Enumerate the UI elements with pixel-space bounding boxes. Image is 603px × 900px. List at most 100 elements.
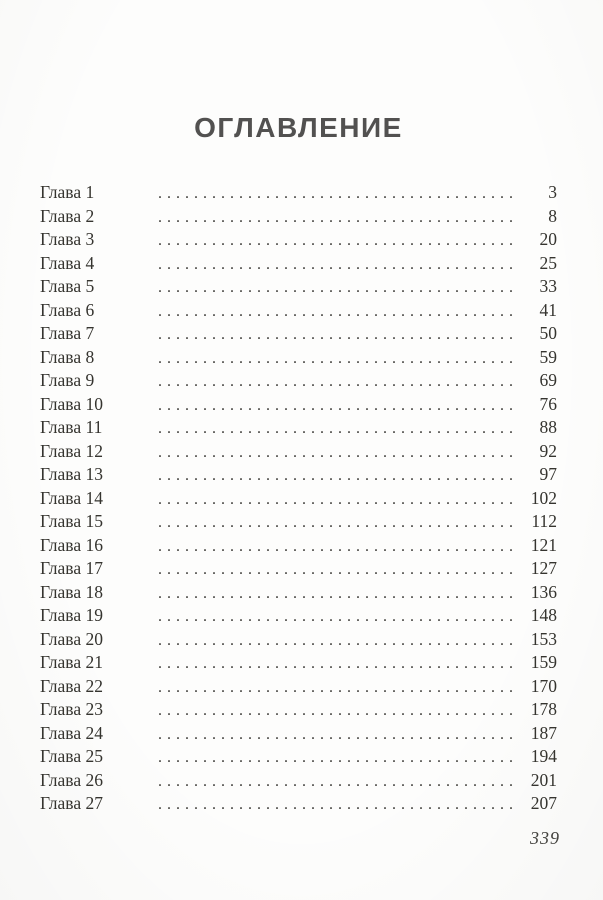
toc-entry-page: 194 (530, 746, 557, 766)
toc-entry-page: 50 (539, 323, 558, 343)
toc-entry: Глава 19 ...............................… (40, 604, 557, 628)
toc-entry-label: Глава 5 (40, 276, 95, 296)
toc-entry-page: 127 (530, 558, 557, 578)
toc-entry: Глава 5 ................................… (40, 275, 557, 299)
toc-entry-page: 159 (530, 652, 557, 672)
toc-entry: Глава 21 ...............................… (40, 651, 557, 675)
dot-leader: ........................................… (158, 232, 517, 249)
dot-leader: ........................................… (158, 561, 517, 578)
dot-leader: ........................................… (158, 584, 517, 602)
toc-entry: Глава 8 ................................… (40, 346, 557, 370)
toc-entry: Глава 7 ................................… (40, 322, 557, 346)
toc-entry-page: 170 (530, 675, 557, 696)
toc-entry-label: Глава 20 (40, 628, 103, 649)
dot-leader: ........................................… (158, 396, 517, 414)
folio-page-number: 339 (530, 828, 560, 848)
dot-leader: ........................................… (158, 749, 517, 766)
toc-entry: Глава 1 ................................… (40, 181, 557, 205)
toc-entry-page: 102 (530, 487, 557, 508)
toc-entry: Глава 23 ...............................… (40, 698, 557, 722)
toc-entry-page: 148 (530, 605, 557, 625)
dot-leader: ........................................… (158, 326, 517, 343)
toc-entry: Глава 20 ...............................… (40, 628, 557, 652)
toc-entry-label: Глава 23 (40, 699, 103, 719)
toc-entry-label: Глава 3 (40, 229, 95, 249)
toc-entry-label: Глава 26 (40, 769, 103, 790)
toc-entry-label: Глава 8 (40, 346, 95, 367)
dot-leader: ........................................… (158, 490, 517, 508)
toc-entry-page: 121 (530, 534, 557, 555)
page-title: ОГЛАВЛЕНИЕ (194, 112, 403, 143)
toc-entry-page: 20 (539, 229, 558, 249)
toc-entry-label: Глава 4 (40, 252, 95, 273)
toc-entry: Глава 11 ...............................… (40, 416, 557, 440)
dot-leader: ........................................… (158, 279, 517, 296)
toc-entry-page: 76 (539, 393, 558, 414)
dot-leader: ........................................… (158, 678, 517, 696)
dot-leader: ........................................… (158, 255, 517, 273)
toc-entry-label: Глава 19 (40, 605, 103, 625)
dot-leader: ........................................… (158, 725, 517, 743)
toc-entry-label: Глава 7 (40, 323, 95, 343)
toc-entry: Глава 13 ...............................… (40, 463, 557, 487)
toc-entry-page: 41 (539, 299, 558, 320)
dot-leader: ........................................… (158, 608, 517, 625)
toc-entry-page: 3 (548, 182, 557, 202)
toc-entry-label: Глава 21 (40, 652, 103, 672)
toc-entry-page: 88 (539, 417, 558, 437)
dot-leader: ........................................… (158, 796, 517, 813)
toc-entry-label: Глава 15 (40, 511, 103, 531)
toc-entry-label: Глава 18 (40, 581, 103, 602)
toc-entry-label: Глава 17 (40, 558, 103, 578)
toc-entry-label: Глава 11 (40, 417, 103, 437)
toc-entry: Глава 14 ...............................… (40, 487, 557, 511)
toc-entry: Глава 16 ...............................… (40, 534, 557, 558)
toc-entry-label: Глава 13 (40, 464, 103, 484)
toc-entry-page: 136 (530, 581, 557, 602)
toc-entry-label: Глава 22 (40, 675, 103, 696)
toc-entry: Глава 27 ...............................… (40, 792, 557, 816)
toc-entry: Глава 6 ................................… (40, 299, 557, 323)
toc-entry-page: 112 (531, 511, 557, 531)
toc-entry: Глава 12 ...............................… (40, 440, 557, 464)
toc-entry-label: Глава 1 (40, 182, 95, 202)
toc-list: Глава 1 ................................… (40, 181, 557, 816)
dot-leader: ........................................… (158, 185, 517, 202)
toc-entry: Глава 10 ...............................… (40, 393, 557, 417)
toc-entry: Глава 4 ................................… (40, 252, 557, 276)
dot-leader: ........................................… (158, 373, 517, 390)
toc-entry: Глава 17 ...............................… (40, 557, 557, 581)
dot-leader: ........................................… (158, 302, 517, 320)
toc-entry-label: Глава 6 (40, 299, 95, 320)
toc-entry-label: Глава 12 (40, 440, 103, 461)
dot-leader: ........................................… (158, 514, 517, 531)
dot-leader: ........................................… (158, 467, 517, 484)
dot-leader: ........................................… (158, 420, 517, 437)
toc-entry: Глава 24 ...............................… (40, 722, 557, 746)
toc-entry-page: 25 (539, 252, 558, 273)
toc-entry-page: 97 (539, 464, 558, 484)
dot-leader: ........................................… (158, 537, 517, 555)
toc-entry-label: Глава 27 (40, 793, 103, 813)
toc-entry-page: 201 (530, 769, 557, 790)
dot-leader: ........................................… (158, 208, 517, 226)
toc-entry-page: 8 (548, 205, 557, 226)
toc-entry-label: Глава 10 (40, 393, 103, 414)
toc-entry: Глава 18 ...............................… (40, 581, 557, 605)
toc-entry-page: 33 (539, 276, 558, 296)
toc-entry-label: Глава 25 (40, 746, 103, 766)
toc-entry-label: Глава 9 (40, 370, 95, 390)
toc-entry-page: 187 (530, 722, 557, 743)
toc-entry: Глава 22 ...............................… (40, 675, 557, 699)
dot-leader: ........................................… (158, 655, 517, 672)
dot-leader: ........................................… (158, 443, 517, 461)
dot-leader: ........................................… (158, 349, 517, 367)
toc-entry: Глава 9 ................................… (40, 369, 557, 393)
dot-leader: ........................................… (158, 772, 517, 790)
toc-entry-label: Глава 14 (40, 487, 103, 508)
toc-entry: Глава 26 ...............................… (40, 769, 557, 793)
dot-leader: ........................................… (158, 702, 517, 719)
toc-entry: Глава 3 ................................… (40, 228, 557, 252)
toc-entry: Глава 25 ...............................… (40, 745, 557, 769)
